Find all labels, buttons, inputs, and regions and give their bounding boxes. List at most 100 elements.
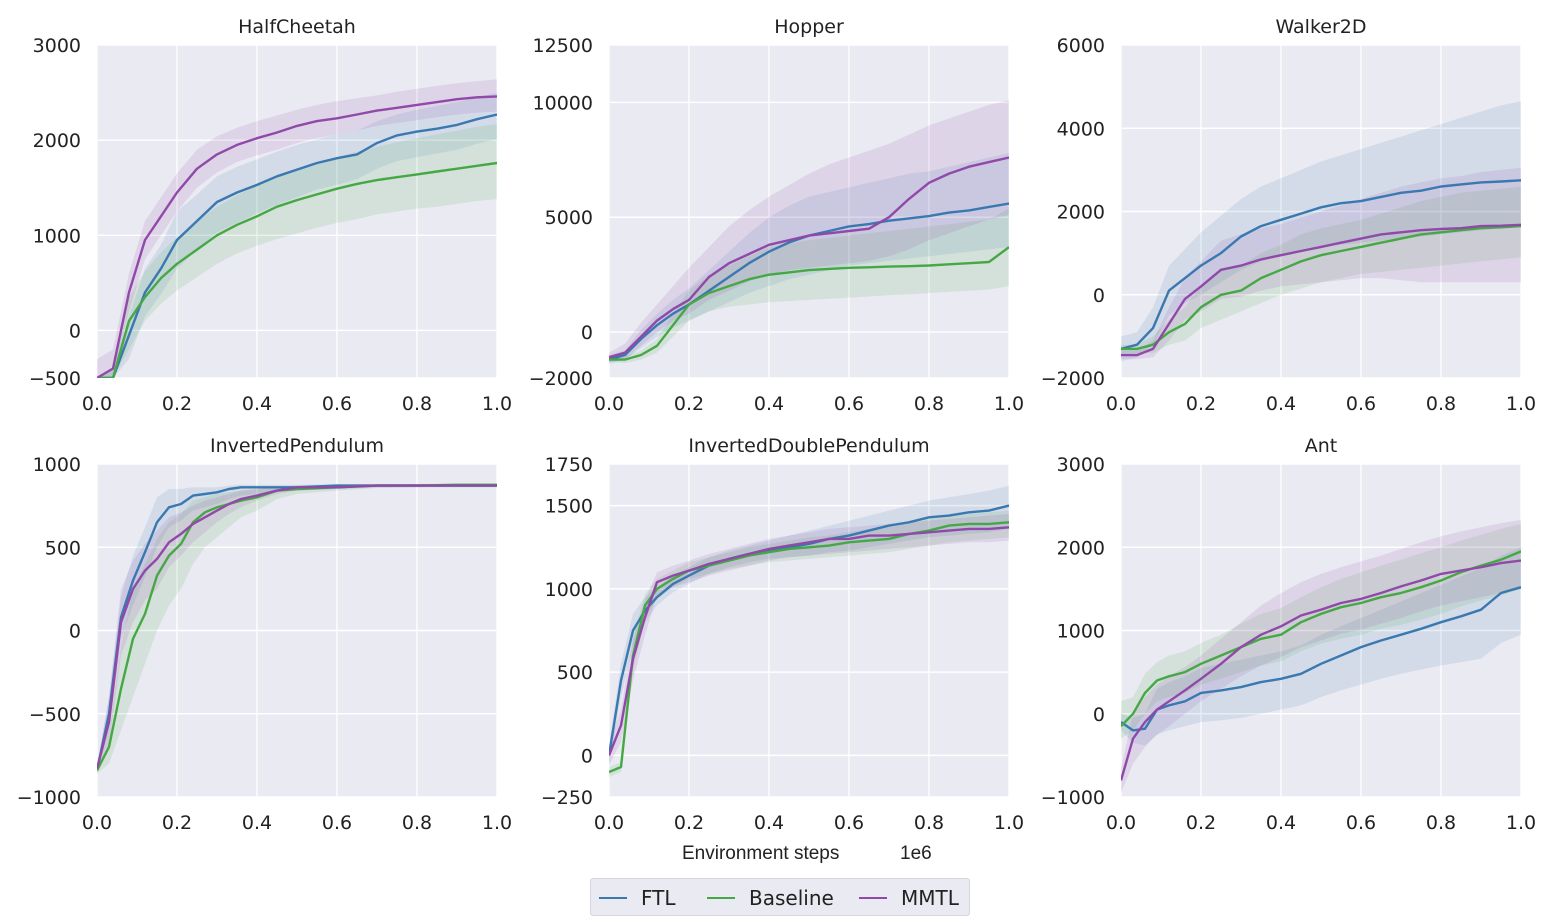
y-tick-label-ant: 3000	[1057, 454, 1105, 476]
x-tick-label-inverteddoublependulum: 0.0	[594, 812, 624, 834]
y-tick-label-halfcheetah: 0	[69, 320, 81, 342]
x-tick-label-walker2d: 0.0	[1106, 393, 1136, 415]
band-baseline-inverteddoublependulum	[609, 510, 1009, 777]
x-tick-label-walker2d: 0.6	[1346, 393, 1376, 415]
x-tick-label-walker2d: 0.8	[1426, 393, 1456, 415]
y-tick-label-ant: −1000	[1041, 787, 1105, 809]
panel-ant: 0.0 0.2 0.4 0.6 0.8 1.0 −1000 0 1000 2000 3000 Ant	[1041, 435, 1536, 834]
x-axis-label: Environment steps	[682, 843, 840, 864]
chart-title-hopper: Hopper	[774, 16, 844, 38]
series-line-ftl-inverteddoublependulum	[609, 504, 1009, 756]
y-tick-label-ant: 2000	[1057, 537, 1105, 559]
legend-label-mmtl: MMTL	[901, 886, 959, 910]
y-tick-label-hopper: 5000	[545, 207, 593, 229]
series-line-baseline-walker2d	[1121, 224, 1521, 351]
x-tick-label-ant: 0.0	[1106, 812, 1136, 834]
band-baseline-walker2d	[1121, 186, 1521, 353]
series-line-mmtl-walker2d	[1121, 223, 1521, 357]
band-ftl-ant	[1121, 547, 1521, 746]
y-tick-label-invertedpendulum: −500	[29, 704, 81, 726]
x-tick-label-ant: 0.2	[1186, 812, 1216, 834]
y-tick-label-inverteddoublependulum: 1750	[545, 454, 593, 476]
y-tick-label-invertedpendulum: 500	[45, 537, 81, 559]
x-tick-label-invertedpendulum: 0.2	[162, 812, 192, 834]
y-tick-label-walker2d: 2000	[1057, 202, 1105, 224]
panel-halfcheetah: 0.0 0.2 0.4 0.6 0.8 1.0 −500 0 1000 2000 3000 HalfC…	[29, 16, 512, 415]
y-tick-label-halfcheetah: 1000	[33, 225, 81, 247]
x-tick-label-hopper: 0.0	[594, 393, 624, 415]
x-tick-label-halfcheetah: 1.0	[482, 393, 512, 415]
series-line-mmtl-ant	[1121, 559, 1521, 781]
y-tick-label-hopper: 0	[581, 322, 593, 344]
legend-label-ftl: FTL	[641, 886, 676, 910]
y-tick-label-inverteddoublependulum: 1000	[545, 579, 593, 601]
series-line-baseline-ant	[1121, 550, 1521, 728]
band-baseline-invertedpendulum	[97, 483, 497, 774]
series-line-mmtl-invertedpendulum	[97, 484, 497, 769]
x-tick-label-invertedpendulum: 0.6	[322, 812, 352, 834]
y-tick-label-hopper: 12500	[533, 35, 593, 57]
band-ftl-halfcheetah	[97, 92, 497, 378]
y-tick-label-inverteddoublependulum: 0	[581, 745, 593, 767]
x-tick-label-walker2d: 1.0	[1506, 393, 1536, 415]
series-group-walker2d	[1121, 101, 1521, 362]
x-tick-label-inverteddoublependulum: 0.4	[754, 812, 784, 834]
series-line-baseline-hopper	[609, 246, 1009, 361]
y-tick-label-hopper: −2000	[529, 368, 593, 390]
y-tick-label-walker2d: −2000	[1041, 368, 1105, 390]
x-tick-label-walker2d: 0.4	[1266, 393, 1296, 415]
x-tick-label-hopper: 0.4	[754, 393, 784, 415]
legend: FTL Baseline MMTL	[590, 878, 970, 916]
series-line-mmtl-halfcheetah	[97, 95, 497, 378]
x-tick-label-halfcheetah: 0.6	[322, 393, 352, 415]
series-line-mmtl-hopper	[609, 156, 1009, 359]
y-tick-label-halfcheetah: 3000	[33, 35, 81, 57]
x-tick-label-ant: 0.8	[1426, 812, 1456, 834]
band-mmtl-inverteddoublependulum	[609, 514, 1009, 766]
x-tick-label-ant: 1.0	[1506, 812, 1536, 834]
band-mmtl-hopper	[609, 100, 1009, 362]
panel-walker2d: 0.0 0.2 0.4 0.6 0.8 1.0 −2000 0 2000 4000 6000 Walk…	[1041, 16, 1536, 415]
x-tick-label-inverteddoublependulum: 0.8	[914, 812, 944, 834]
y-tick-label-walker2d: 6000	[1057, 35, 1105, 57]
x-tick-label-invertedpendulum: 0.8	[402, 812, 432, 834]
y-tick-label-walker2d: 4000	[1057, 118, 1105, 140]
x-tick-label-invertedpendulum: 0.4	[242, 812, 272, 834]
x-tick-label-halfcheetah: 0.2	[162, 393, 192, 415]
band-baseline-halfcheetah	[97, 124, 497, 378]
x-tick-label-halfcheetah: 0.0	[82, 393, 112, 415]
band-baseline-hopper	[609, 208, 1009, 364]
band-mmtl-walker2d	[1121, 167, 1521, 360]
x-tick-label-invertedpendulum: 0.0	[82, 812, 112, 834]
y-tick-label-ant: 0	[1093, 704, 1105, 726]
y-tick-label-inverteddoublependulum: −250	[541, 787, 593, 809]
band-baseline-ant	[1121, 523, 1521, 739]
panel-inverteddoublependulum: 0.0 0.2 0.4 0.6 0.8 1.0 −250 0 500 1000 1500 1750 In…	[541, 435, 1024, 834]
x-tick-label-halfcheetah: 0.8	[402, 393, 432, 415]
band-mmtl-halfcheetah	[97, 79, 497, 378]
x-tick-label-hopper: 0.2	[674, 393, 704, 415]
x-tick-label-hopper: 0.8	[914, 393, 944, 415]
series-group-hopper	[609, 100, 1009, 365]
series-group-halfcheetah	[97, 79, 497, 378]
x-tick-label-ant: 0.4	[1266, 812, 1296, 834]
chart-title-invertedpendulum: InvertedPendulum	[210, 435, 384, 457]
series-line-ftl-halfcheetah	[97, 113, 497, 378]
y-tick-label-halfcheetah: −500	[29, 368, 81, 390]
y-tick-label-inverteddoublependulum: 1500	[545, 496, 593, 518]
x-tick-label-walker2d: 0.2	[1186, 393, 1216, 415]
series-line-mmtl-inverteddoublependulum	[609, 526, 1009, 756]
chart-title-inverteddoublependulum: InvertedDoublePendulum	[688, 435, 929, 457]
series-group-invertedpendulum	[97, 483, 497, 774]
chart-title-walker2d: Walker2D	[1275, 16, 1366, 38]
x-tick-label-inverteddoublependulum: 1.0	[994, 812, 1024, 834]
panel-invertedpendulum: 0.0 0.2 0.4 0.6 0.8 1.0 −1000 −500 0 500 1000 Inver…	[17, 435, 512, 834]
y-tick-label-inverteddoublependulum: 500	[557, 662, 593, 684]
x-tick-label-inverteddoublependulum: 0.2	[674, 812, 704, 834]
x-axis-multiplier: 1e6	[900, 843, 932, 864]
y-tick-label-invertedpendulum: 0	[69, 621, 81, 643]
y-tick-label-ant: 1000	[1057, 621, 1105, 643]
x-tick-label-halfcheetah: 0.4	[242, 393, 272, 415]
y-tick-label-halfcheetah: 2000	[33, 130, 81, 152]
